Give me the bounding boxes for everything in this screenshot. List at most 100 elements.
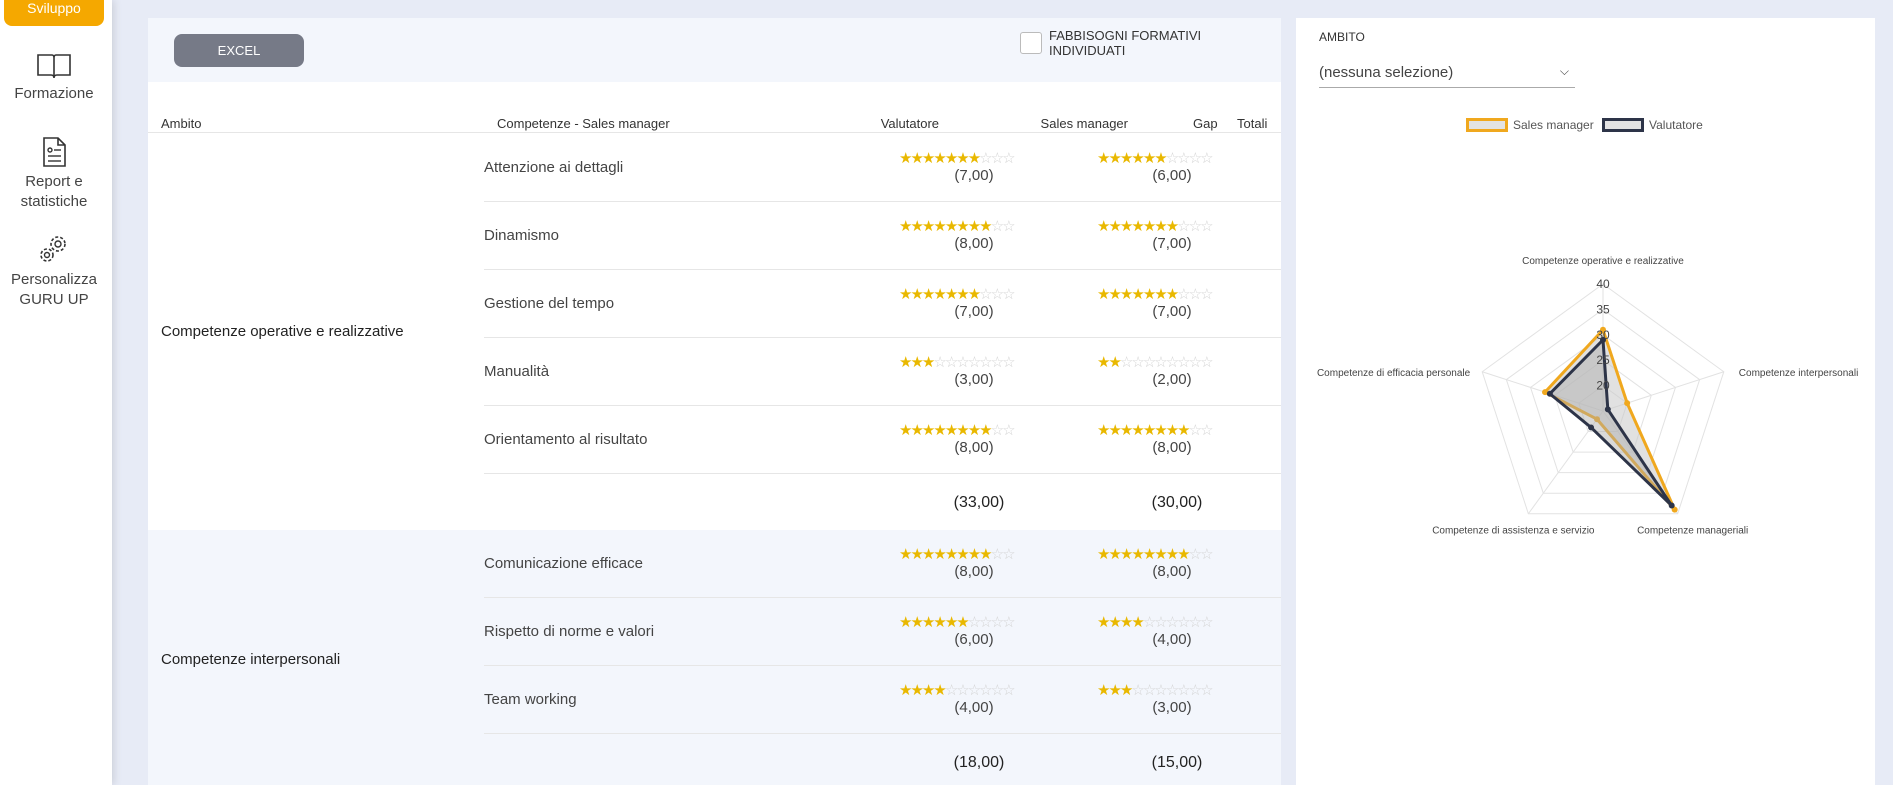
star-icon[interactable]: ☆ [1177, 682, 1191, 699]
star-icon[interactable]: ★ [933, 150, 947, 167]
star-icon[interactable]: ★ [1131, 546, 1145, 563]
star-icon[interactable]: ☆ [956, 682, 970, 699]
star-icon[interactable]: ★ [1108, 614, 1122, 631]
star-icon[interactable]: ★ [1142, 422, 1157, 439]
star-icon[interactable]: ★ [944, 286, 959, 303]
star-icon[interactable]: ☆ [990, 546, 1005, 563]
radar-point[interactable] [1588, 424, 1595, 431]
star-icon[interactable]: ★ [933, 422, 947, 439]
star-icon[interactable]: ☆ [990, 218, 1005, 235]
star-icon[interactable]: ★ [1154, 286, 1168, 303]
star-icon[interactable]: ★ [967, 546, 982, 563]
star-icon[interactable]: ★ [910, 286, 924, 303]
star-icon[interactable]: ☆ [990, 682, 1005, 699]
star-icon[interactable]: ★ [944, 150, 959, 167]
star-icon[interactable]: ★ [1131, 422, 1145, 439]
star-icon[interactable]: ★ [921, 614, 936, 631]
radar-point[interactable] [1624, 400, 1631, 407]
sales-stars[interactable]: ★★★★★★★★☆☆ [1097, 423, 1227, 439]
star-icon[interactable]: ★ [1131, 150, 1145, 167]
valutatore-stars[interactable]: ★★★★★★☆☆☆☆ [899, 615, 1029, 631]
star-icon[interactable]: ★ [956, 546, 970, 563]
sales-stars[interactable]: ★★★★★★★☆☆☆ [1097, 287, 1227, 303]
star-icon[interactable]: ★ [933, 682, 947, 699]
valutatore-stars[interactable]: ★★★★★★★☆☆☆ [899, 287, 1029, 303]
sidebar-item-personalizza[interactable]: Personalizza GURU UP [0, 232, 108, 310]
radar-point[interactable] [1668, 502, 1675, 509]
legend-sales-manager[interactable]: Sales manager [1466, 118, 1594, 132]
star-icon[interactable]: ★ [1097, 422, 1111, 439]
star-icon[interactable]: ☆ [990, 614, 1005, 631]
star-icon[interactable]: ★ [1165, 218, 1180, 235]
star-icon[interactable]: ★ [1119, 546, 1134, 563]
star-icon[interactable]: ☆ [1188, 286, 1203, 303]
star-icon[interactable]: ☆ [990, 286, 1005, 303]
sales-stars[interactable]: ★★★★☆☆☆☆☆☆ [1097, 615, 1227, 631]
legend-valutatore[interactable]: Valutatore [1602, 118, 1703, 132]
valutatore-stars[interactable]: ★★★★★★★☆☆☆ [899, 151, 1029, 167]
star-icon[interactable]: ★ [899, 422, 913, 439]
star-icon[interactable]: ☆ [1177, 286, 1191, 303]
star-icon[interactable]: ☆ [1188, 422, 1203, 439]
star-icon[interactable]: ★ [899, 218, 913, 235]
star-icon[interactable]: ★ [956, 422, 970, 439]
star-icon[interactable]: ★ [910, 682, 924, 699]
star-icon[interactable]: ☆ [933, 354, 947, 371]
star-icon[interactable]: ★ [1119, 150, 1134, 167]
star-icon[interactable]: ☆ [1154, 614, 1168, 631]
star-icon[interactable]: ☆ [979, 682, 993, 699]
star-icon[interactable]: ★ [944, 546, 959, 563]
star-icon[interactable]: ☆ [1002, 218, 1016, 235]
radar-point[interactable] [1600, 326, 1606, 333]
star-icon[interactable]: ★ [1119, 614, 1134, 631]
star-icon[interactable]: ☆ [1002, 286, 1016, 303]
sidebar-item-sviluppo[interactable]: Sviluppo [4, 0, 104, 26]
star-icon[interactable]: ★ [1154, 150, 1168, 167]
star-icon[interactable]: ★ [1097, 682, 1111, 699]
star-icon[interactable]: ☆ [1119, 354, 1134, 371]
star-icon[interactable]: ★ [979, 218, 993, 235]
star-icon[interactable]: ☆ [1142, 614, 1157, 631]
star-icon[interactable]: ★ [956, 614, 970, 631]
star-icon[interactable]: ☆ [1165, 150, 1180, 167]
star-icon[interactable]: ★ [1097, 614, 1111, 631]
star-icon[interactable]: ☆ [1002, 546, 1016, 563]
star-icon[interactable]: ★ [956, 218, 970, 235]
star-icon[interactable]: ☆ [1188, 354, 1203, 371]
valutatore-stars[interactable]: ★★★★☆☆☆☆☆☆ [899, 683, 1029, 699]
star-icon[interactable]: ★ [1108, 546, 1122, 563]
star-icon[interactable]: ★ [967, 218, 982, 235]
star-icon[interactable]: ☆ [1142, 354, 1157, 371]
star-icon[interactable]: ☆ [990, 150, 1005, 167]
star-icon[interactable]: ★ [967, 286, 982, 303]
star-icon[interactable]: ☆ [1188, 150, 1203, 167]
star-icon[interactable]: ★ [1131, 614, 1145, 631]
fabbisogni-checkbox-wrap[interactable]: FABBISOGNI FORMATIVI INDIVIDUATI [1020, 28, 1281, 58]
star-icon[interactable]: ★ [899, 546, 913, 563]
star-icon[interactable]: ☆ [956, 354, 970, 371]
star-icon[interactable]: ☆ [979, 286, 993, 303]
sales-stars[interactable]: ★★★★★★★☆☆☆ [1097, 219, 1227, 235]
star-icon[interactable]: ★ [1165, 422, 1180, 439]
star-icon[interactable]: ★ [933, 286, 947, 303]
star-icon[interactable]: ☆ [1200, 150, 1214, 167]
star-icon[interactable]: ★ [1154, 422, 1168, 439]
star-icon[interactable]: ★ [979, 422, 993, 439]
valutatore-stars[interactable]: ★★★★★★★★☆☆ [899, 219, 1029, 235]
star-icon[interactable]: ☆ [990, 354, 1005, 371]
star-icon[interactable]: ★ [899, 286, 913, 303]
star-icon[interactable]: ★ [933, 546, 947, 563]
star-icon[interactable]: ☆ [1177, 150, 1191, 167]
star-icon[interactable]: ★ [910, 150, 924, 167]
star-icon[interactable]: ★ [1119, 682, 1134, 699]
star-icon[interactable]: ☆ [1131, 682, 1145, 699]
star-icon[interactable]: ★ [921, 150, 936, 167]
star-icon[interactable]: ★ [979, 546, 993, 563]
valutatore-stars[interactable]: ★★★★★★★★☆☆ [899, 547, 1029, 563]
star-icon[interactable]: ★ [944, 422, 959, 439]
star-icon[interactable]: ★ [933, 614, 947, 631]
star-icon[interactable]: ★ [1097, 546, 1111, 563]
star-icon[interactable]: ★ [910, 546, 924, 563]
star-icon[interactable]: ☆ [979, 354, 993, 371]
star-icon[interactable]: ★ [899, 150, 913, 167]
